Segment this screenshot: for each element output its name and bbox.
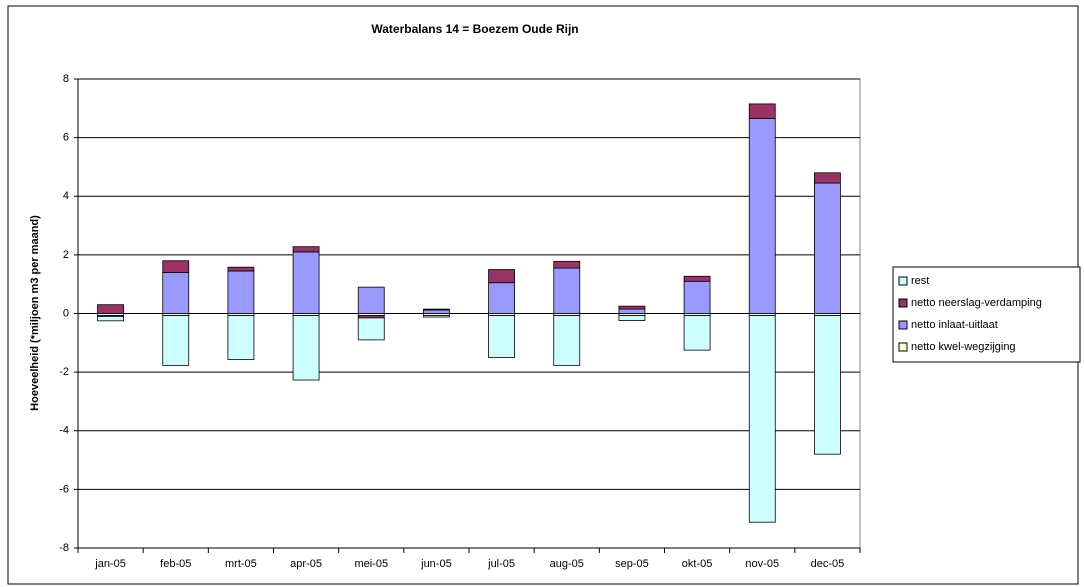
y-tick-label: -6 xyxy=(59,483,69,495)
bar-segment xyxy=(97,304,124,314)
bar-segment xyxy=(97,316,124,322)
y-tick-label: -8 xyxy=(59,542,69,554)
y-tick-label: 4 xyxy=(63,190,69,202)
legend-swatch xyxy=(898,276,908,286)
x-tick-label: okt-05 xyxy=(682,558,713,570)
x-tick-label: jun-05 xyxy=(420,558,452,570)
legend-swatch xyxy=(898,342,908,352)
bar-segment xyxy=(292,315,320,381)
y-tick-label: -2 xyxy=(59,366,69,378)
bar-segment xyxy=(553,260,581,269)
x-tick-label: apr-05 xyxy=(290,558,322,570)
bar-segment xyxy=(292,251,320,314)
bar-segment xyxy=(553,267,581,314)
bar-segment xyxy=(423,308,450,311)
bar-segment xyxy=(748,103,776,119)
bar-segment xyxy=(227,270,255,314)
bar-segment xyxy=(423,309,450,314)
x-tick-label: aug-05 xyxy=(550,558,584,570)
x-tick-label: jul-05 xyxy=(487,558,515,570)
legend-label: netto inlaat-uitlaat xyxy=(911,319,998,331)
legend-swatch xyxy=(898,298,908,308)
y-tick-label: 8 xyxy=(63,73,69,85)
bar-segment xyxy=(162,272,190,314)
bar-segment xyxy=(227,266,255,272)
bar-segment xyxy=(814,172,841,184)
bar-segment xyxy=(683,280,711,314)
bar-segment xyxy=(553,315,581,366)
x-tick-label: sep-05 xyxy=(615,558,649,570)
legend-label: netto neerslag-verdamping xyxy=(911,297,1042,309)
bar-segment xyxy=(618,308,646,314)
x-tick-label: dec-05 xyxy=(811,558,845,570)
x-tick-label: feb-05 xyxy=(160,558,191,570)
bar-segment xyxy=(683,315,711,351)
bar-segment xyxy=(357,317,385,341)
bar-segment xyxy=(618,315,646,321)
legend-swatch xyxy=(898,320,908,330)
bar-segment xyxy=(357,286,385,314)
bar-segment xyxy=(748,118,776,314)
bar-segment xyxy=(162,315,190,366)
bar-segment xyxy=(814,182,841,314)
legend-box xyxy=(892,266,1081,363)
x-tick-label: jan-05 xyxy=(94,558,126,570)
bar-segment xyxy=(488,269,515,284)
bar-segment xyxy=(423,315,450,318)
x-tick-label: mrt-05 xyxy=(225,558,257,570)
bar-segment xyxy=(162,260,190,273)
chart-title: Waterbalans 14 = Boezem Oude Rijn xyxy=(371,22,578,36)
bar-segment xyxy=(748,315,776,523)
bar-segment xyxy=(618,305,646,310)
y-tick-label: 6 xyxy=(63,132,69,144)
bar-segment xyxy=(814,315,841,455)
legend-label: rest xyxy=(911,275,929,287)
y-axis-title: Hoeveelheid (*miljoen m3 per maand) xyxy=(29,215,41,411)
bar-segment xyxy=(488,282,515,314)
x-tick-label: mei-05 xyxy=(354,558,388,570)
bar-segment xyxy=(488,315,515,358)
y-tick-label: 0 xyxy=(63,307,69,319)
x-tick-label: nov-05 xyxy=(745,558,779,570)
y-tick-label: -4 xyxy=(59,425,69,437)
bar-segment xyxy=(227,315,255,360)
legend-label: netto kwel-wegzijging xyxy=(911,341,1016,353)
bar-segment xyxy=(292,246,320,253)
y-tick-label: 2 xyxy=(63,249,69,261)
bar-segment xyxy=(683,275,711,282)
